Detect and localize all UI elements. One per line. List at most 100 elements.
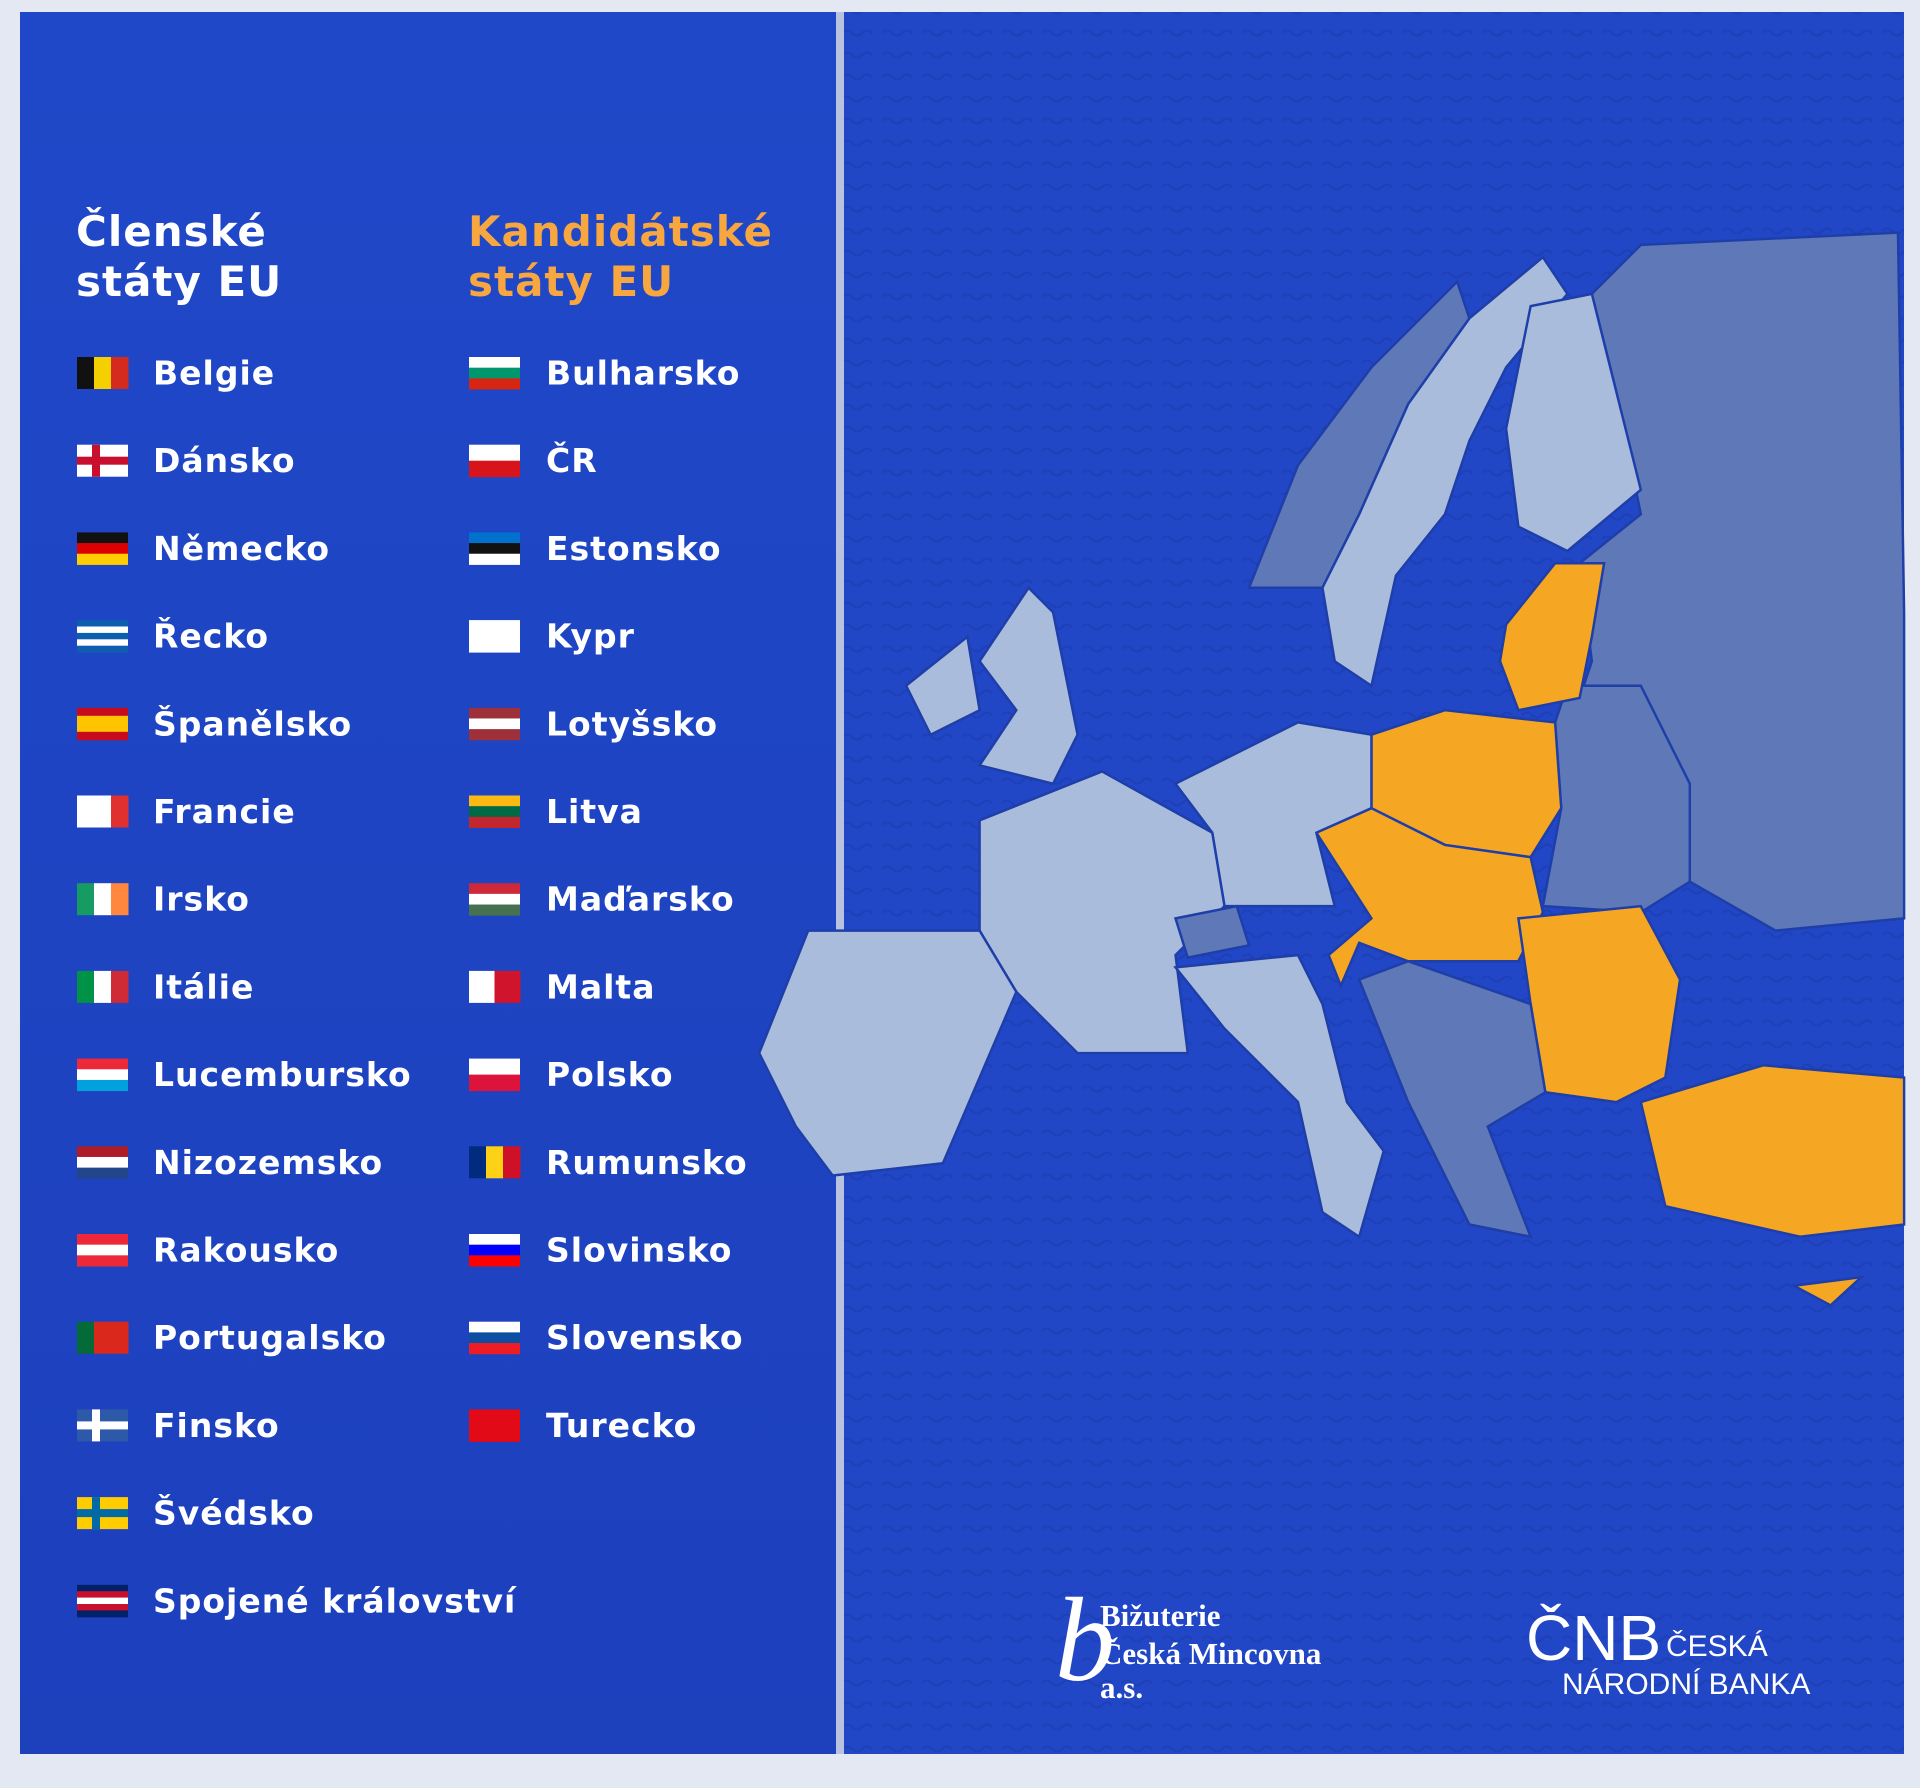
bank-name: NÁRODNÍ BANKA [1562, 1668, 1810, 1701]
flag-stripe [94, 970, 112, 1003]
flag-stripe [111, 357, 129, 389]
sweden [1321, 255, 1569, 688]
mint-line: Bižuterie [1100, 1598, 1221, 1633]
balkans [1357, 959, 1547, 1239]
country-name: Estonsko [546, 529, 722, 568]
flag-stripe [469, 641, 520, 653]
flag-stripe [469, 630, 520, 642]
turkey [1639, 1064, 1906, 1238]
flag-stripe [77, 532, 128, 544]
flag-stripe [469, 1234, 520, 1246]
country-name: Malta [546, 967, 655, 1006]
flag-stripe [469, 1146, 487, 1179]
mint-logo: b Bižuterie Česká Mincovna a.s. [1055, 1573, 1322, 1706]
baltics [1498, 562, 1606, 712]
country-name: Irsko [153, 880, 250, 919]
flag-stripe [469, 460, 520, 478]
flag-stripe [469, 1409, 520, 1426]
country-name: Španělsko [153, 703, 352, 743]
flag-stripe [77, 357, 95, 389]
flag-stripe [469, 1425, 520, 1442]
flag-stripe [77, 1610, 128, 1618]
flag-stripe [77, 620, 128, 627]
bank-abbr: ČNB [1526, 1602, 1661, 1674]
flag-stripe [469, 806, 520, 818]
flag-stripe [503, 1146, 521, 1179]
flag-stripe [469, 367, 520, 379]
flag-stripe [77, 1597, 128, 1605]
flag-stripe [469, 729, 520, 741]
flag-stripe [77, 1156, 128, 1169]
flag-stripe [77, 1584, 128, 1592]
flag-stripe [94, 1321, 112, 1354]
flag-stripe [77, 553, 128, 565]
flag-stripe [77, 1167, 128, 1179]
flag-stripe [469, 378, 520, 390]
flag-stripe [111, 883, 129, 916]
country-name: Finsko [153, 1406, 280, 1445]
flag-stripe [94, 357, 112, 389]
country-name: Turecko [546, 1406, 697, 1445]
flag-stripe [469, 893, 520, 906]
country-name: Lucembursko [153, 1055, 412, 1094]
country-name: Rumunsko [546, 1143, 748, 1182]
country-name: Litva [546, 792, 643, 831]
country-name: Slovinsko [546, 1231, 732, 1270]
flag-stripe [77, 883, 95, 916]
flag-stripe [77, 731, 128, 741]
flag-stripe [469, 970, 495, 1003]
flag-stripe [77, 795, 95, 828]
country-name: Polsko [546, 1055, 674, 1094]
flag-stripe [77, 632, 128, 640]
country-name: Itálie [153, 967, 254, 1006]
flag-stripe [469, 718, 520, 730]
flag-stripe [111, 970, 129, 1003]
italy [1173, 953, 1386, 1239]
country-name: Slovensko [546, 1318, 744, 1357]
switzerland [1173, 904, 1251, 959]
central-europe [1314, 806, 1545, 989]
flag-stripe [469, 883, 520, 895]
country-name: Belgie [153, 354, 275, 393]
flag-stripe [469, 620, 520, 632]
flag-stripe [469, 553, 520, 565]
flag-stripe [111, 795, 129, 828]
flag-stripe [469, 1244, 520, 1256]
flag-stripe [77, 1604, 128, 1611]
flag-stripe [469, 1255, 520, 1267]
flag-stripe [77, 1079, 128, 1092]
flag-stripe [77, 1591, 128, 1599]
flag-stripe [77, 543, 128, 555]
flag-stripe [77, 1321, 95, 1354]
mint-mark: b [1055, 1573, 1115, 1706]
flag-stripe [469, 795, 520, 807]
flag-stripe [494, 970, 521, 1003]
country-name: Francie [153, 792, 296, 831]
flag-stripe [77, 1069, 128, 1081]
flag-stripe [469, 532, 520, 544]
flag-stripe [77, 1255, 128, 1267]
country-name: Řecko [153, 616, 269, 656]
bank-logo: ČNB ČESKÁ NÁRODNÍ BANKA [1526, 1602, 1810, 1701]
flag-stripe [469, 444, 520, 462]
column-heading: Členské [76, 206, 267, 256]
flag-stripe [469, 904, 520, 916]
map [757, 231, 1906, 1307]
country-name: Bulharsko [546, 354, 740, 393]
column-heading: Kandidátské [468, 207, 773, 256]
country-name: Portugalsko [153, 1318, 387, 1357]
divider [836, 12, 844, 1754]
flag-stripe [469, 1058, 520, 1076]
flag-cross [77, 456, 128, 465]
country-name: Německo [153, 529, 330, 568]
flag-stripe [469, 816, 520, 828]
flag-stripe [77, 1234, 128, 1246]
flag-stripe [469, 1332, 520, 1344]
flag-stripe [111, 1321, 129, 1354]
flag-stripe [469, 1074, 520, 1092]
flag-stripe [469, 707, 520, 719]
cyprus [1789, 1275, 1865, 1307]
column-heading: státy EU [76, 257, 282, 306]
flag-stripe [469, 1321, 520, 1333]
